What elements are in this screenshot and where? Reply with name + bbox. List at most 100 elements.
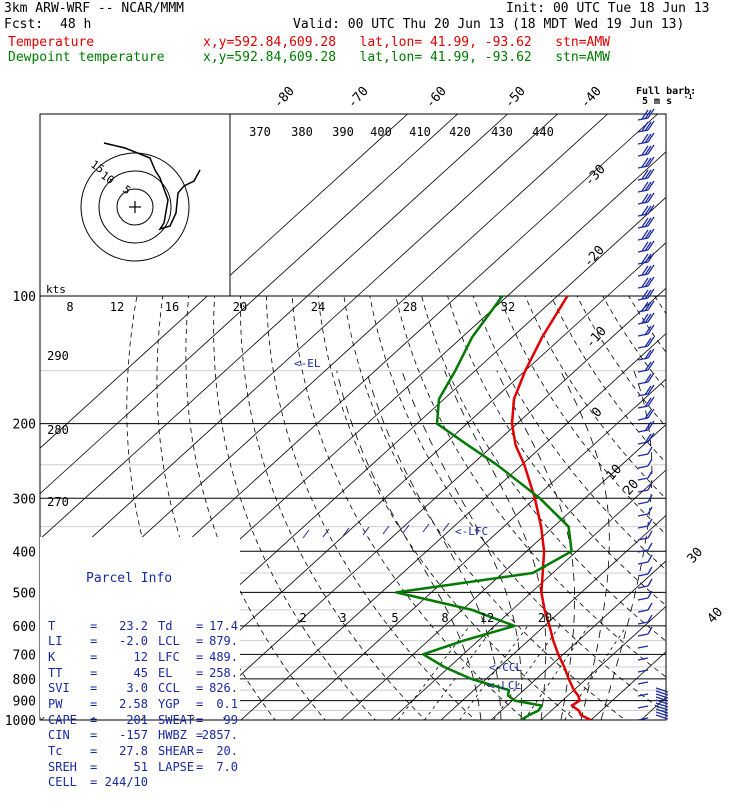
- wind-barb: [638, 603, 652, 612]
- barb-key-exponent: -1: [684, 93, 692, 101]
- parcel-param-value: 2857.: [198, 728, 238, 744]
- parcel-param-label: K: [48, 650, 55, 666]
- dry-adiabat-line: [706, 296, 740, 729]
- wind-barb: [638, 241, 654, 252]
- wind-barb: [638, 289, 654, 300]
- parcel-param-value: 27.8: [98, 744, 148, 760]
- mixing-ratio-label: 20: [538, 611, 552, 625]
- parcel-param-label: PW: [48, 697, 62, 713]
- parcel-path-dash: [303, 530, 309, 538]
- isotherm-line: [491, 114, 740, 720]
- hodograph-speed-tick: 16: [165, 300, 179, 314]
- wind-barb: [638, 253, 654, 264]
- wind-barb: [638, 325, 654, 336]
- wind-barb: [638, 627, 652, 636]
- moist-adiabat-line: [367, 371, 502, 720]
- wind-barb: [638, 121, 654, 132]
- isotherm-label: 40: [705, 605, 727, 627]
- equals-sign: =: [90, 697, 97, 713]
- parcel-param-value: 489.: [198, 650, 238, 666]
- pressure-tick-label: 600: [13, 620, 36, 635]
- wind-barb: [638, 495, 652, 504]
- equals-sign: =: [90, 666, 97, 682]
- mixing-ratio-label: 2: [299, 611, 306, 625]
- isotherm-line: [391, 114, 740, 720]
- parcel-param-value: -157: [98, 728, 148, 744]
- wind-barb: [638, 229, 654, 240]
- parcel-param-label: CIN: [48, 728, 70, 744]
- lfc-annotation: <-LFC: [455, 525, 488, 538]
- equals-sign: =: [90, 681, 97, 697]
- parcel-param-label: SREH: [48, 760, 77, 776]
- wind-barb: [638, 670, 648, 672]
- hodograph-speed-tick: 8: [66, 300, 73, 314]
- wind-barb: [638, 169, 654, 180]
- parcel-param-label: YGP: [158, 697, 180, 713]
- parcel-param-value: 12: [98, 650, 148, 666]
- parcel-param-value: 17.4: [198, 619, 238, 635]
- moist-adiabat-line: [337, 371, 481, 720]
- parcel-param-value: -2.0: [98, 634, 148, 650]
- parcel-path-dash: [423, 524, 429, 532]
- parcel-param-label: LAPSE: [158, 760, 194, 776]
- parcel-info-title: Parcel Info: [48, 571, 238, 587]
- parcel-param-value: 258.: [198, 666, 238, 682]
- wind-barb: [638, 459, 652, 468]
- equals-sign: =: [90, 728, 97, 744]
- parcel-param-value: 23.2: [98, 619, 148, 635]
- theta-label: 280: [47, 423, 69, 437]
- isotherm-line: [691, 114, 740, 720]
- isotherm-line: [641, 114, 740, 720]
- dry-adiabat-line: [655, 296, 740, 729]
- hodograph-speed-tick: 32: [501, 300, 515, 314]
- ccl-annotation: <-CCL: [489, 661, 522, 674]
- parcel-param-label: LFC: [158, 650, 180, 666]
- isotherm-label: -60: [423, 84, 450, 111]
- parcel-param-label: CELL: [48, 775, 77, 791]
- hodograph-speed-tick: 20: [233, 300, 247, 314]
- barb-key-value: 5 m s: [642, 96, 672, 107]
- wind-barb: [638, 433, 654, 444]
- parcel-param-label: CCL: [158, 681, 180, 697]
- mixing-ratio-label: 3: [339, 611, 346, 625]
- wind-barb: [638, 313, 654, 324]
- theta-label: 380: [291, 125, 313, 139]
- wind-barb: [638, 217, 654, 228]
- parcel-path-dash: [383, 526, 389, 534]
- wind-barb: [638, 373, 654, 384]
- pressure-tick-label: 500: [13, 586, 36, 601]
- pressure-tick-label: 400: [13, 545, 36, 560]
- mixing-ratio-label: 12: [480, 611, 494, 625]
- parcel-param-value: 2.58: [98, 697, 148, 713]
- parcel-param-label: HWBZ: [158, 728, 187, 744]
- parcel-param-value: 0.1: [198, 697, 238, 713]
- parcel-param-label: T: [48, 619, 55, 635]
- pressure-tick-label: 300: [13, 492, 36, 507]
- dry-adiabat-line: [603, 296, 740, 729]
- isotherm-label: -20: [581, 243, 608, 270]
- parcel-param-label: LCL: [158, 634, 180, 650]
- equals-sign: =: [90, 713, 97, 729]
- dry-adiabat-line: [551, 296, 740, 729]
- hodograph-speed-tick: 28: [403, 300, 417, 314]
- parcel-param-label: SWEAT: [158, 713, 194, 729]
- pressure-tick-label: 700: [13, 648, 36, 663]
- theta-label: 270: [47, 495, 69, 509]
- wind-barb: [638, 555, 652, 564]
- moist-adiabat-line: [601, 371, 652, 720]
- isotherm-label: -50: [502, 84, 529, 111]
- equals-sign: =: [90, 760, 97, 776]
- hodograph-speed-tick: 12: [110, 300, 124, 314]
- wind-barb: [638, 706, 648, 708]
- dry-adiabat-line: [732, 296, 740, 729]
- wind-barb: [638, 277, 654, 288]
